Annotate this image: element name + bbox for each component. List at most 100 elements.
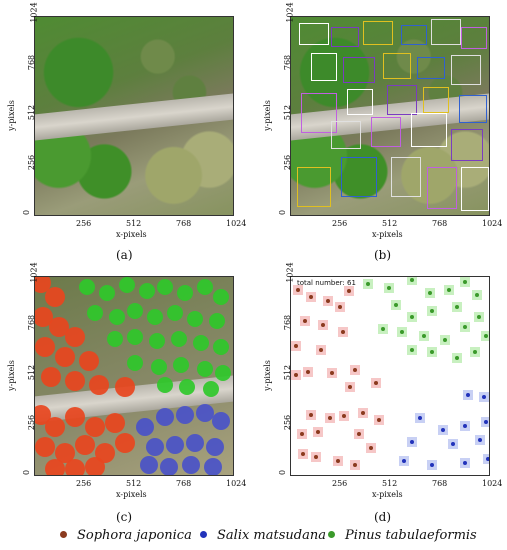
tree-point-pinus [400, 330, 405, 335]
segmentation-mask [136, 418, 154, 436]
segmentation-mask [107, 331, 123, 347]
segmentation-mask [157, 377, 173, 393]
x-axis-label: x-pixels [116, 230, 147, 239]
x-tick-label: 768 [432, 479, 448, 488]
y-tick-label: 768 [283, 314, 293, 331]
x-tick-label: 768 [432, 219, 448, 228]
tree-point-sophora [335, 459, 340, 464]
segmentation-mask [196, 404, 214, 422]
tree-point-pinus [394, 303, 399, 308]
panel-a-image [34, 16, 234, 216]
caption-a: (a) [116, 248, 133, 262]
y-tick-label: 256 [283, 154, 293, 171]
species-legend: Sophora japonica Salix matsudana Pinus t… [0, 524, 507, 548]
tree-point-pinus [443, 338, 448, 343]
y-tick-label: 512 [27, 364, 37, 381]
segmentation-mask [186, 434, 204, 452]
segmentation-mask [89, 375, 109, 395]
tree-point-salix [482, 394, 487, 399]
y-tick-label: 768 [283, 54, 293, 71]
y-tick-label: 1024 [29, 2, 39, 23]
detection-box [311, 53, 337, 81]
tree-point-sophora [316, 430, 321, 435]
segmentation-mask [35, 437, 55, 457]
x-axis-label: x-pixels [372, 490, 403, 499]
tree-point-salix [451, 441, 456, 446]
segmentation-mask [147, 309, 163, 325]
y-tick-label: 256 [27, 414, 37, 431]
legend-dot-salix [200, 531, 207, 538]
segmentation-mask [213, 289, 229, 305]
legend-dot-pinus [328, 531, 335, 538]
tree-point-sophora [376, 418, 381, 423]
tree-point-pinus [427, 291, 432, 296]
tree-point-sophora [293, 344, 298, 349]
detection-box [331, 27, 359, 47]
tree-point-sophora [341, 414, 346, 419]
x-tick-label: 256 [332, 219, 348, 228]
segmentation-mask [193, 335, 209, 351]
tree-point-pinus [447, 287, 452, 292]
segmentation-mask [65, 459, 85, 475]
tree-point-sophora [299, 432, 304, 437]
segmentation-mask [176, 406, 194, 424]
detection-box [461, 167, 489, 211]
tree-point-sophora [330, 371, 335, 376]
y-tick-label: 256 [27, 154, 37, 171]
segmentation-mask [65, 371, 85, 391]
tree-point-sophora [357, 432, 362, 437]
detection-box [341, 157, 377, 197]
tree-point-pinus [455, 355, 460, 360]
tree-point-salix [441, 428, 446, 433]
y-tick-label: 256 [283, 414, 293, 431]
tree-point-pinus [410, 277, 415, 282]
segmentation-mask [55, 347, 75, 367]
caption-b: (b) [374, 248, 392, 262]
y-tick-label: 1024 [285, 2, 295, 23]
tree-point-salix [486, 457, 489, 462]
x-tick-label: 1024 [482, 479, 503, 488]
tree-point-pinus [455, 305, 460, 310]
legend-label-pinus: Pinus tabulaeformis [345, 528, 477, 543]
detection-box [301, 93, 337, 133]
tree-point-pinus [462, 324, 467, 329]
segmentation-mask [99, 285, 115, 301]
tree-point-sophora [369, 445, 374, 450]
panel-b-image [290, 16, 490, 216]
tree-point-salix [429, 463, 434, 468]
y-tick-label: 768 [27, 314, 37, 331]
legend-item-salix: Salix matsudana [200, 528, 326, 543]
tree-point-salix [478, 437, 483, 442]
tree-point-pinus [380, 326, 385, 331]
legend-item-sophora: Sophora japonica [60, 528, 192, 543]
segmentation-mask [167, 305, 183, 321]
x-tick-label: 512 [126, 219, 142, 228]
tree-point-sophora [328, 416, 333, 421]
tree-point-pinus [421, 334, 426, 339]
segmentation-mask [182, 456, 200, 474]
panel-c-image [34, 276, 234, 476]
x-tick-label: 1024 [226, 479, 247, 488]
tree-point-salix [410, 439, 415, 444]
segmentation-mask [149, 333, 165, 349]
tree-point-sophora [305, 369, 310, 374]
segmentation-mask [49, 317, 69, 337]
y-tick-label: 0 [278, 469, 288, 476]
detection-box [423, 87, 449, 113]
segmentation-mask [166, 436, 184, 454]
segmentation-mask [35, 337, 55, 357]
y-axis-label: y-pixels [6, 360, 16, 391]
segmentation-mask [177, 285, 193, 301]
y-tick-label: 0 [278, 209, 288, 216]
tree-point-sophora [353, 367, 358, 372]
tree-point-pinus [386, 285, 391, 290]
detection-box [401, 25, 427, 45]
tree-point-sophora [346, 289, 351, 294]
y-tick-label: 512 [283, 364, 293, 381]
tree-point-sophora [341, 330, 346, 335]
tree-point-sophora [300, 451, 305, 456]
detection-box [383, 53, 411, 79]
segmentation-mask [187, 311, 203, 327]
tree-point-salix [402, 459, 407, 464]
tree-point-pinus [472, 350, 477, 354]
